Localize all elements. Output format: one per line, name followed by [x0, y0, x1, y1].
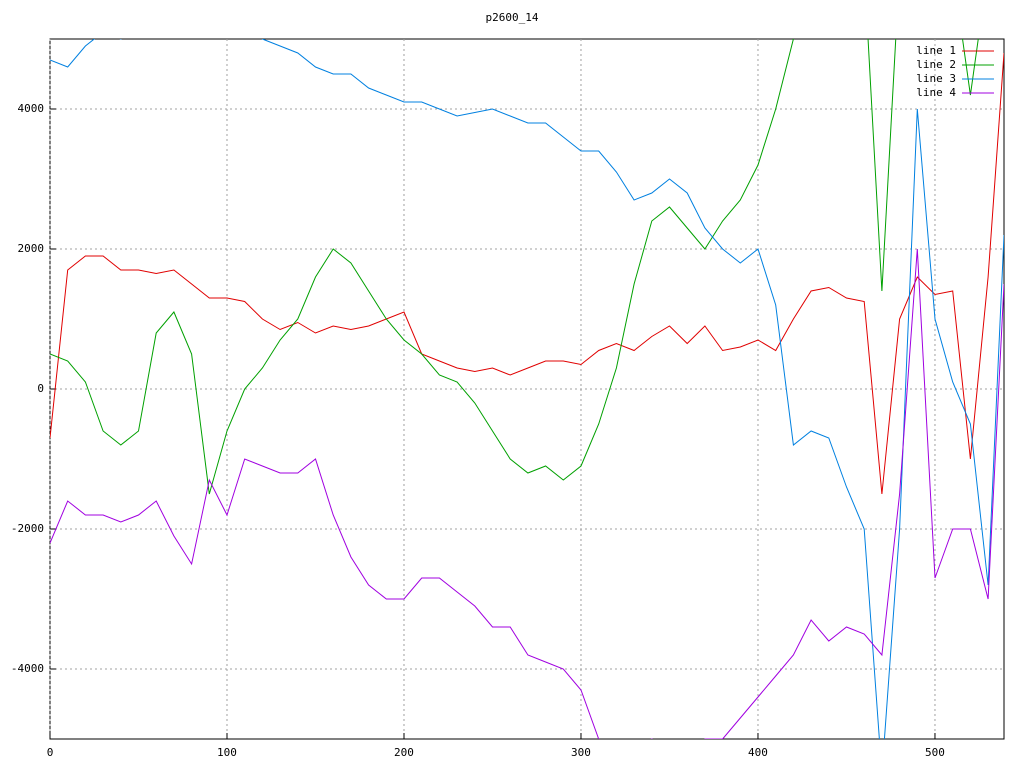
- y-tick-label: -2000: [11, 522, 44, 535]
- y-tick-label: 4000: [18, 102, 45, 115]
- x-tick-label: 200: [394, 746, 414, 759]
- legend-label: line 3: [916, 72, 956, 85]
- x-tick-label: 100: [217, 746, 237, 759]
- chart-title: p2600_14: [486, 11, 539, 24]
- x-tick-label: 0: [47, 746, 54, 759]
- x-tick-label: 300: [571, 746, 591, 759]
- x-tick-label: 400: [748, 746, 768, 759]
- y-tick-label: 2000: [18, 242, 45, 255]
- data-line: [50, 248, 1004, 739]
- legend-label: line 4: [916, 86, 956, 99]
- plot-lines: [50, 39, 1004, 739]
- x-tick-label: 500: [925, 746, 945, 759]
- data-line: [50, 39, 1004, 739]
- data-line: [50, 52, 1004, 495]
- y-tick-label: 0: [37, 382, 44, 395]
- y-tick-label: -4000: [11, 662, 44, 675]
- data-line: [50, 39, 979, 495]
- legend-label: line 1: [916, 44, 956, 57]
- legend-label: line 2: [916, 58, 956, 71]
